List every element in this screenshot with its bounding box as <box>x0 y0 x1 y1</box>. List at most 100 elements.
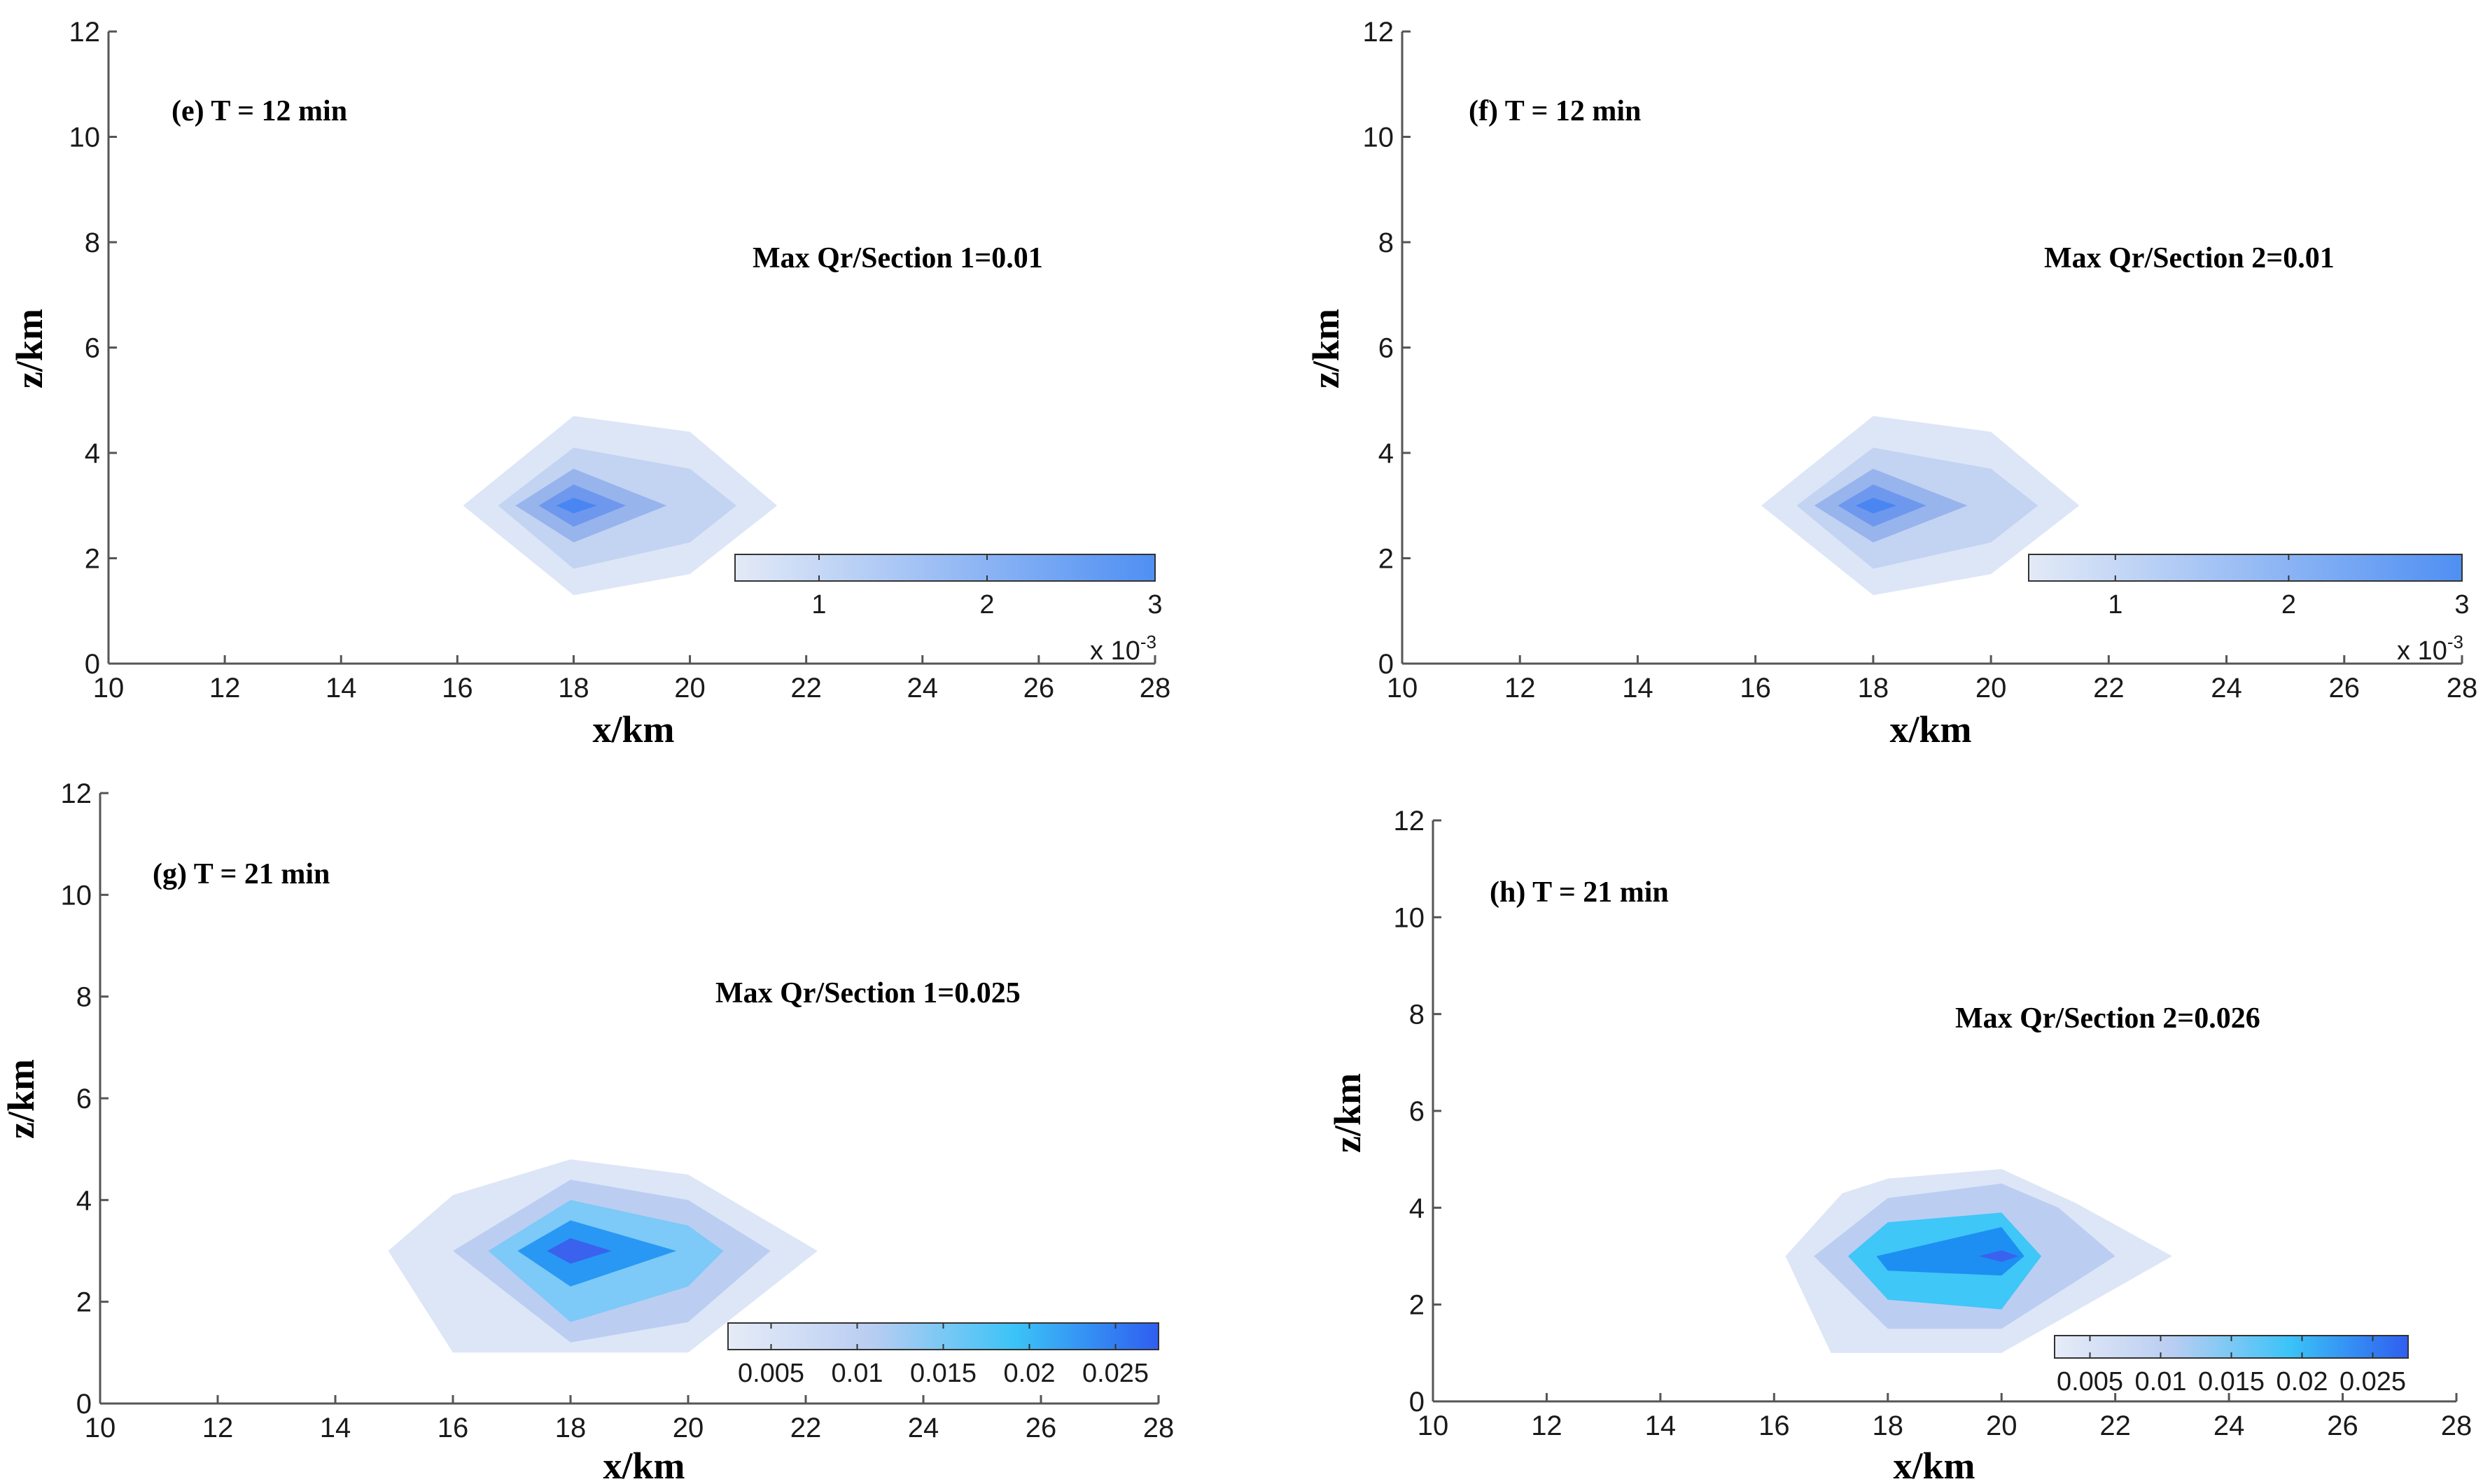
colorbar-tick-label: 0.01 <box>2135 1367 2187 1396</box>
x-tick-label: 18 <box>1873 1410 1904 1441</box>
y-axis-label: z/km <box>0 1059 42 1139</box>
max-qr-annotation: Max Qr/Section 2=0.01 <box>2044 242 2335 274</box>
x-tick-label: 16 <box>438 1413 469 1443</box>
y-tick-label: 4 <box>85 438 100 469</box>
y-tick-label: 0 <box>85 649 100 680</box>
x-axis-label: x/km <box>1889 708 1971 750</box>
y-tick-label: 0 <box>1409 1387 1425 1418</box>
x-axis-label: x/km <box>592 708 674 750</box>
colorbar-tick-label: 0.025 <box>1082 1359 1149 1388</box>
x-tick-label: 10 <box>93 673 125 704</box>
x-tick-label: 28 <box>2447 673 2478 704</box>
y-tick-label: 6 <box>85 333 100 364</box>
colorbar-tick-label: 0.015 <box>910 1359 977 1388</box>
x-tick-label: 26 <box>1026 1413 1057 1443</box>
y-tick-label: 10 <box>1363 122 1394 153</box>
x-tick-label: 22 <box>790 1413 822 1443</box>
y-tick-label: 10 <box>1394 902 1425 933</box>
y-tick-label: 2 <box>85 544 100 575</box>
colorbar-tick-label: 0.005 <box>2057 1367 2123 1396</box>
y-tick-label: 8 <box>1378 227 1394 258</box>
x-axis-label: x/km <box>603 1445 685 1484</box>
y-tick-label: 12 <box>61 778 92 809</box>
panel-1: 10 12 14 16 18 20 22 24 26 28024681012x/kmz/km(f)… <box>1305 17 2477 750</box>
x-tick-label: 24 <box>908 1413 939 1443</box>
colorbar-tick-label: 2 <box>2281 590 2296 620</box>
panel-title: (f) T = 12 min <box>1469 95 1641 127</box>
colorbar-scale-exponent: -3 <box>1140 631 1156 652</box>
panel-3: 10 12 14 16 18 20 22 24 26 28024681012x/kmz/km(h)… <box>1327 806 2472 1484</box>
y-tick-label: 10 <box>69 122 101 153</box>
y-tick-label: 4 <box>76 1185 92 1216</box>
y-tick-label: 6 <box>76 1084 92 1114</box>
colorbar-scale-label: x 10-3 <box>2397 631 2463 666</box>
x-tick-label: 28 <box>2441 1410 2472 1441</box>
colorbar-scale-exponent: -3 <box>2447 631 2463 652</box>
x-tick-label: 12 <box>209 673 241 704</box>
colorbar-tick-label: 1 <box>2108 590 2122 620</box>
x-tick-label: 20 <box>673 1413 704 1443</box>
y-tick-label: 4 <box>1378 438 1394 469</box>
x-tick-label: 28 <box>1140 673 1171 704</box>
contour-level-4 <box>547 1238 612 1264</box>
y-tick-label: 12 <box>1394 806 1425 836</box>
x-tick-label: 22 <box>2099 1410 2131 1441</box>
panel-title: (e) T = 12 min <box>172 95 347 127</box>
x-tick-label: 18 <box>555 1413 587 1443</box>
x-tick-label: 18 <box>558 673 589 704</box>
x-tick-label: 14 <box>326 673 357 704</box>
colorbar <box>734 554 1156 582</box>
y-tick-label: 8 <box>85 227 100 258</box>
x-tick-label: 26 <box>2327 1410 2358 1441</box>
x-tick-label: 28 <box>1143 1413 1175 1443</box>
contour-level-4 <box>1855 498 1897 514</box>
x-tick-label: 14 <box>320 1413 351 1443</box>
x-tick-label: 26 <box>2329 673 2360 704</box>
panel-0: 10 12 14 16 18 20 22 24 26 28024681012x/kmz/km(e)… <box>8 17 1170 750</box>
y-tick-label: 12 <box>1363 17 1394 48</box>
colorbar-tick-label: 0.02 <box>1004 1359 1056 1388</box>
x-tick-label: 22 <box>790 673 822 704</box>
y-tick-label: 2 <box>76 1287 92 1318</box>
y-axis-label: z/km <box>1305 309 1347 388</box>
y-tick-label: 8 <box>76 982 92 1013</box>
colorbar-tick-label: 0.015 <box>2198 1367 2265 1396</box>
contour-level-4 <box>556 498 597 514</box>
y-tick-label: 4 <box>1409 1193 1425 1224</box>
x-tick-label: 14 <box>1645 1410 1677 1441</box>
colorbar-tick-label: 3 <box>2454 590 2469 620</box>
y-tick-label: 0 <box>76 1389 92 1420</box>
x-tick-label: 12 <box>1531 1410 1562 1441</box>
panel-title: (h) T = 21 min <box>1490 876 1669 909</box>
x-tick-label: 22 <box>2093 673 2125 704</box>
y-axis-label: z/km <box>1327 1073 1369 1153</box>
x-tick-label: 24 <box>907 673 939 704</box>
y-tick-label: 0 <box>1378 649 1394 680</box>
colorbar <box>2028 554 2463 582</box>
x-tick-label: 20 <box>1986 1410 2017 1441</box>
colorbar-tick-label: 0.005 <box>738 1359 804 1388</box>
colorbar-tick-label: 1 <box>811 590 826 620</box>
x-tick-label: 16 <box>442 673 473 704</box>
x-axis-label: x/km <box>1893 1445 1975 1484</box>
colorbar-tick-label: 2 <box>979 590 994 620</box>
colorbar-tick-label: 0.025 <box>2339 1367 2406 1396</box>
colorbar-tick-label: 0.01 <box>832 1359 883 1388</box>
x-tick-label: 14 <box>1622 673 1653 704</box>
y-tick-label: 2 <box>1378 544 1394 575</box>
max-qr-annotation: Max Qr/Section 1=0.025 <box>715 977 1021 1009</box>
x-tick-label: 10 <box>85 1413 116 1443</box>
panel-2: 10 12 14 16 18 20 22 24 26 28024681012x/kmz/km(g)… <box>0 778 1174 1484</box>
x-tick-label: 10 <box>1387 673 1418 704</box>
x-tick-label: 12 <box>202 1413 234 1443</box>
x-tick-label: 18 <box>1858 673 1889 704</box>
colorbar-tick-label: 0.02 <box>2276 1367 2328 1396</box>
y-tick-label: 8 <box>1409 1000 1425 1030</box>
x-tick-label: 26 <box>1023 673 1055 704</box>
x-tick-label: 12 <box>1504 673 1536 704</box>
y-tick-label: 2 <box>1409 1290 1425 1321</box>
colorbar-scale-label: x 10-3 <box>1090 631 1156 666</box>
y-tick-label: 10 <box>61 880 92 911</box>
contour-level-4 <box>1978 1250 2019 1262</box>
